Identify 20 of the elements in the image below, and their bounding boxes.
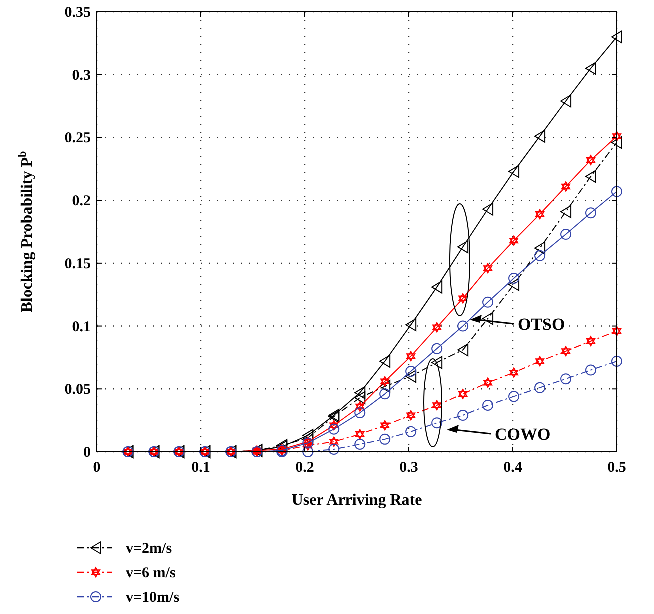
y-tick-label: 0.25 — [64, 130, 91, 147]
y-tick-label: 0.1 — [72, 319, 91, 336]
x-tick-label: 0.1 — [192, 460, 210, 476]
y-tick-label: 0.3 — [72, 68, 91, 84]
annotation: COWO — [495, 425, 551, 444]
y-tick-label: 0 — [84, 445, 91, 461]
x-tick-label: 0 — [93, 460, 101, 476]
x-tick-label: 0.3 — [400, 460, 418, 476]
legend-label: v=2m/s — [126, 541, 172, 557]
annotation: OTSO — [518, 315, 566, 334]
y-tick-label: 0.15 — [64, 256, 91, 272]
x-tick-label: 0.2 — [296, 460, 314, 476]
x-axis-title: User Arriving Rate — [292, 492, 422, 509]
y-tick-label: 0.05 — [64, 382, 91, 398]
y-tick-label: 0.2 — [72, 194, 91, 210]
legend-label: v=6 m/s — [126, 566, 176, 582]
x-tick-label: 0.4 — [504, 460, 523, 476]
y-tick-label: 0.35 — [64, 5, 91, 21]
legend-label: v=10m/s — [126, 590, 180, 606]
x-tick-label: 0.5 — [608, 460, 626, 476]
